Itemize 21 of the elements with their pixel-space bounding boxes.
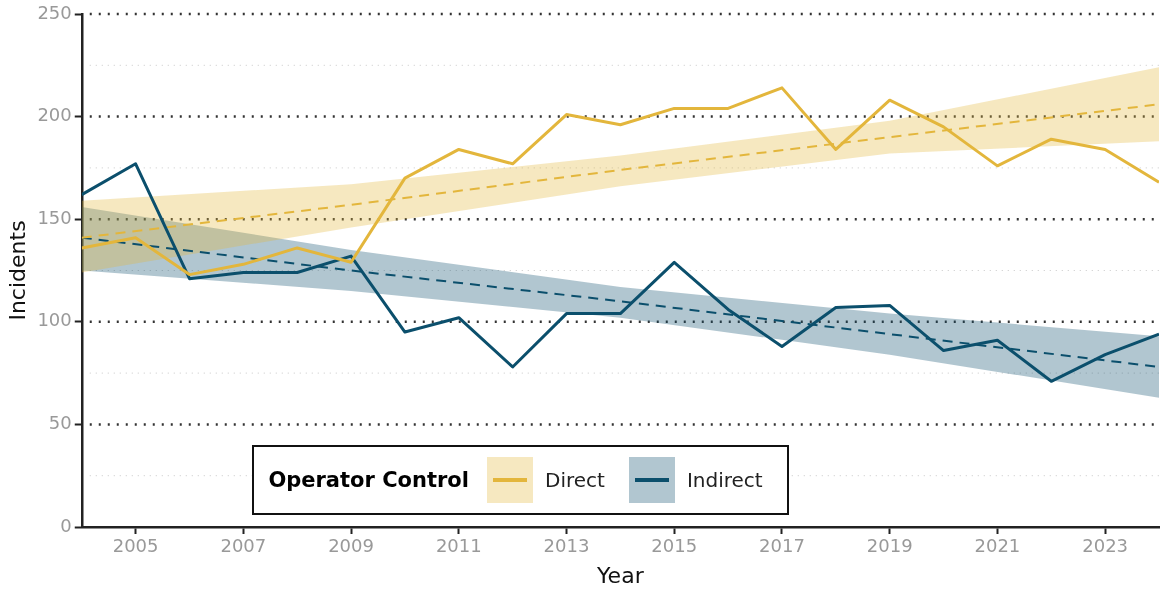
x-tick-label: 2007 <box>220 535 267 557</box>
x-tick-label: 2015 <box>651 535 698 557</box>
legend-label: Indirect <box>686 468 763 492</box>
x-tick-label: 2019 <box>866 535 913 557</box>
x-tick-label: 2013 <box>543 535 590 557</box>
x-tick-label: 2011 <box>435 535 482 557</box>
y-tick-label: 250 <box>37 1 72 23</box>
y-tick-label: 100 <box>37 309 72 331</box>
legend-label: Direct <box>544 468 605 492</box>
x-tick-label: 2009 <box>328 535 374 557</box>
x-tick-label: 2023 <box>1082 535 1129 557</box>
x-tick-label: 2021 <box>974 535 1021 557</box>
y-tick-label: 150 <box>37 206 72 228</box>
legend-title: Operator Control <box>268 468 469 492</box>
x-tick-label: 2005 <box>112 535 159 557</box>
x-tick-label: 2017 <box>759 535 805 557</box>
y-axis-title: Incidents <box>4 220 30 321</box>
x-axis-title: Year <box>596 562 645 588</box>
y-tick-label: 50 <box>48 412 72 434</box>
y-tick-label: 200 <box>37 104 72 126</box>
y-tick-label: 0 <box>60 514 72 536</box>
